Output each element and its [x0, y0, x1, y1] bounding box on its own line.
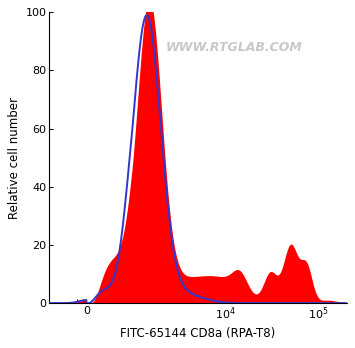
Text: WWW.RTGLAB.COM: WWW.RTGLAB.COM [165, 41, 302, 54]
X-axis label: FITC-65144 CD8a (RPA-T8): FITC-65144 CD8a (RPA-T8) [120, 327, 275, 340]
Y-axis label: Relative cell number: Relative cell number [8, 97, 21, 219]
